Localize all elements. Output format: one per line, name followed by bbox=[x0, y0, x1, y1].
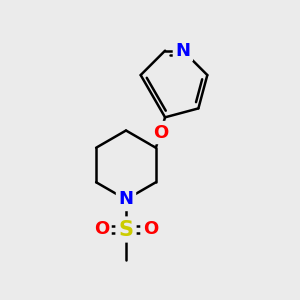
Text: O: O bbox=[94, 220, 109, 238]
Text: O: O bbox=[153, 124, 168, 142]
Text: S: S bbox=[118, 220, 134, 239]
Text: N: N bbox=[118, 190, 134, 208]
Text: O: O bbox=[143, 220, 158, 238]
Text: N: N bbox=[176, 42, 190, 60]
